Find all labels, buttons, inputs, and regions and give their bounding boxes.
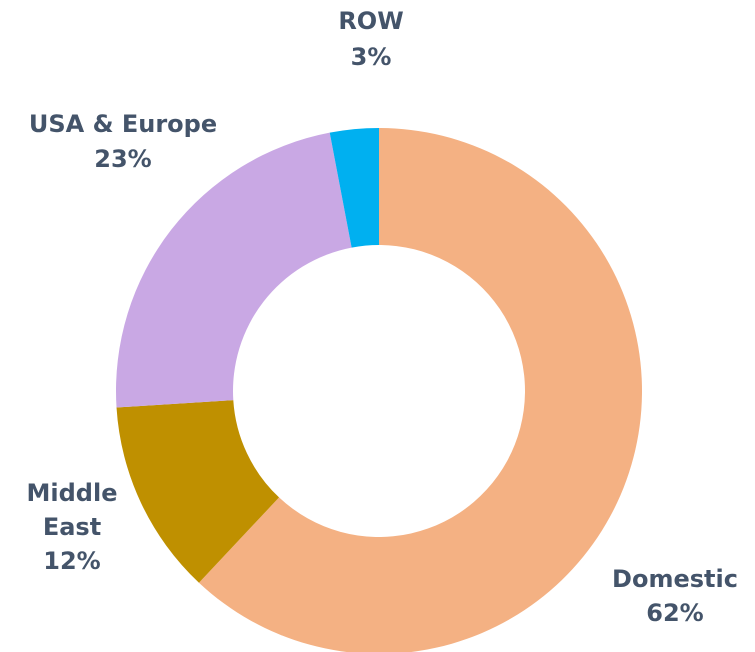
slice-label: USA & Europe <box>29 110 217 138</box>
donut-slice <box>198 128 642 652</box>
slice-value-label: 12% <box>43 547 100 575</box>
donut-slice <box>116 132 352 408</box>
slice-label: Middle East <box>27 479 118 541</box>
slice-value-label: 62% <box>646 599 703 627</box>
slice-value-label: 3% <box>351 43 392 71</box>
donut-slice <box>329 128 379 248</box>
slice-value-label: 23% <box>94 145 151 173</box>
slice-label: Domestic <box>612 565 738 593</box>
donut-slice <box>116 400 280 583</box>
slice-label: ROW <box>338 7 403 35</box>
